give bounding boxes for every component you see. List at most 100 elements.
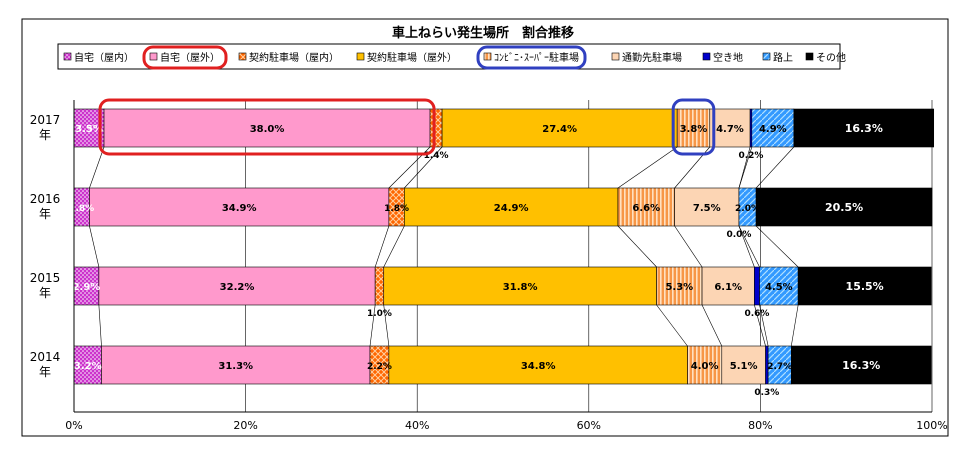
data-label: 4.7%	[716, 124, 744, 135]
connector-line	[754, 304, 766, 347]
connector-line	[674, 225, 703, 268]
data-label: 6.1%	[714, 282, 742, 293]
data-label: 5.1%	[730, 361, 758, 372]
series-connector-lines	[89, 146, 799, 347]
data-label: 27.4%	[542, 124, 577, 135]
legend-label: 空き地	[713, 51, 743, 64]
bar-segment	[101, 345, 371, 385]
connector-line	[759, 304, 769, 347]
connector-line	[656, 304, 688, 347]
connector-line	[98, 304, 102, 347]
highlight-oval	[98, 98, 436, 156]
data-label: 4.5%	[765, 282, 793, 293]
bar-segment	[73, 345, 102, 385]
data-labels: 3.5% 1.8% 2.9% 3.2% 38.0% 34.9% 32.2% 31.3% 1.4%…	[69, 122, 883, 398]
x-tick-label: 80%	[748, 419, 772, 432]
data-label: 3.8%	[680, 124, 708, 135]
legend-swatch	[356, 52, 365, 61]
data-label: 3.5%	[75, 124, 103, 135]
bar-segment	[676, 108, 711, 148]
data-label: 38.0%	[250, 124, 285, 135]
bar-segment	[656, 266, 703, 306]
data-label: 4.9%	[759, 124, 787, 135]
data-label: 4.0%	[691, 361, 719, 372]
legend-swatch	[149, 52, 158, 61]
bar-segment	[701, 266, 755, 306]
data-label: 0.0%	[726, 230, 751, 240]
data-label: 32.2%	[220, 282, 255, 293]
connector-line	[738, 225, 755, 268]
data-label: 16.3%	[845, 122, 883, 135]
data-label: 31.3%	[218, 361, 253, 372]
legend-swatch	[611, 52, 620, 61]
data-label: 34.8%	[521, 361, 556, 372]
connector-line	[369, 304, 376, 347]
data-label: 2.7%	[767, 362, 792, 372]
axes: 0% 20% 40% 60% 80% 100% 2017 年 2016 年 2015 年 2014 年	[30, 100, 948, 432]
connector-line	[790, 304, 799, 347]
legend-swatch	[483, 52, 492, 61]
x-tick-label: 20%	[233, 419, 257, 432]
legend-label: ｺﾝﾋﾞﾆ･ｽｰﾊﾟｰ駐車場	[494, 51, 579, 64]
legend-label: 自宅（屋内）	[74, 51, 134, 64]
data-label: 15.5%	[846, 280, 884, 293]
bar-segment	[89, 187, 390, 227]
connector-line	[701, 304, 723, 347]
connector-line	[89, 225, 100, 268]
bar-segment	[441, 108, 678, 148]
connector-line	[738, 146, 753, 189]
bar-segment	[759, 266, 799, 306]
bar-segment	[790, 345, 932, 385]
x-tick-label: 40%	[405, 419, 429, 432]
legend-label: 契約駐車場（屋外）	[367, 51, 457, 64]
data-label: 24.9%	[494, 203, 529, 214]
highlight-oval	[476, 45, 587, 70]
bar-segment	[429, 108, 443, 148]
bar-segment	[751, 108, 795, 148]
x-tick-label: 60%	[577, 419, 601, 432]
connector-line	[755, 146, 795, 189]
legend-label: 契約駐車場（屋内）	[249, 51, 339, 64]
legend-label: 自宅（屋外）	[160, 51, 220, 64]
data-label: 5.3%	[665, 282, 693, 293]
data-label: 2.2%	[367, 362, 392, 372]
connector-line	[374, 225, 390, 268]
connector-line	[755, 225, 799, 268]
bar-segment	[103, 108, 431, 148]
data-label: 3.2%	[74, 361, 102, 372]
highlight-oval	[671, 98, 716, 156]
legend-swatch	[805, 52, 814, 61]
legend-label: 路上	[773, 51, 793, 64]
data-label: 2.0%	[735, 204, 760, 214]
data-label: 1.8%	[384, 204, 409, 214]
bar-segment	[674, 187, 740, 227]
chart-title: 車上ねらい発生場所 割合推移	[392, 25, 574, 41]
data-label: 1.8%	[69, 204, 94, 214]
bar-segment	[98, 266, 376, 306]
bar-segment	[388, 345, 688, 385]
legend: 自宅（屋内） 自宅（屋外） 契約駐車場（屋内） 契約駐車場（屋外） ｺﾝﾋﾞﾆ･ｽｰﾊﾟ…	[63, 51, 846, 64]
connector-line	[738, 225, 760, 268]
bar-segment	[617, 187, 675, 227]
bar-segment	[374, 266, 385, 306]
data-label: 0.3%	[754, 388, 779, 398]
bar-segment	[755, 187, 933, 227]
data-label: 0.6%	[744, 309, 769, 319]
connector-line	[617, 225, 657, 268]
category-label: 2016 年	[30, 192, 61, 221]
connector-line	[617, 146, 678, 189]
x-tick-label: 0%	[65, 419, 82, 432]
bar-segment	[687, 345, 723, 385]
data-label: 16.3%	[842, 359, 880, 372]
data-label: 6.6%	[632, 203, 660, 214]
bar-segment	[404, 187, 619, 227]
bar-segment	[754, 266, 760, 306]
data-label: 2.9%	[73, 282, 101, 293]
data-label: 7.5%	[693, 203, 721, 214]
legend-label: その他	[816, 51, 846, 64]
legend-swatch	[63, 52, 72, 61]
connector-line	[383, 225, 405, 268]
connector-line	[89, 146, 105, 189]
